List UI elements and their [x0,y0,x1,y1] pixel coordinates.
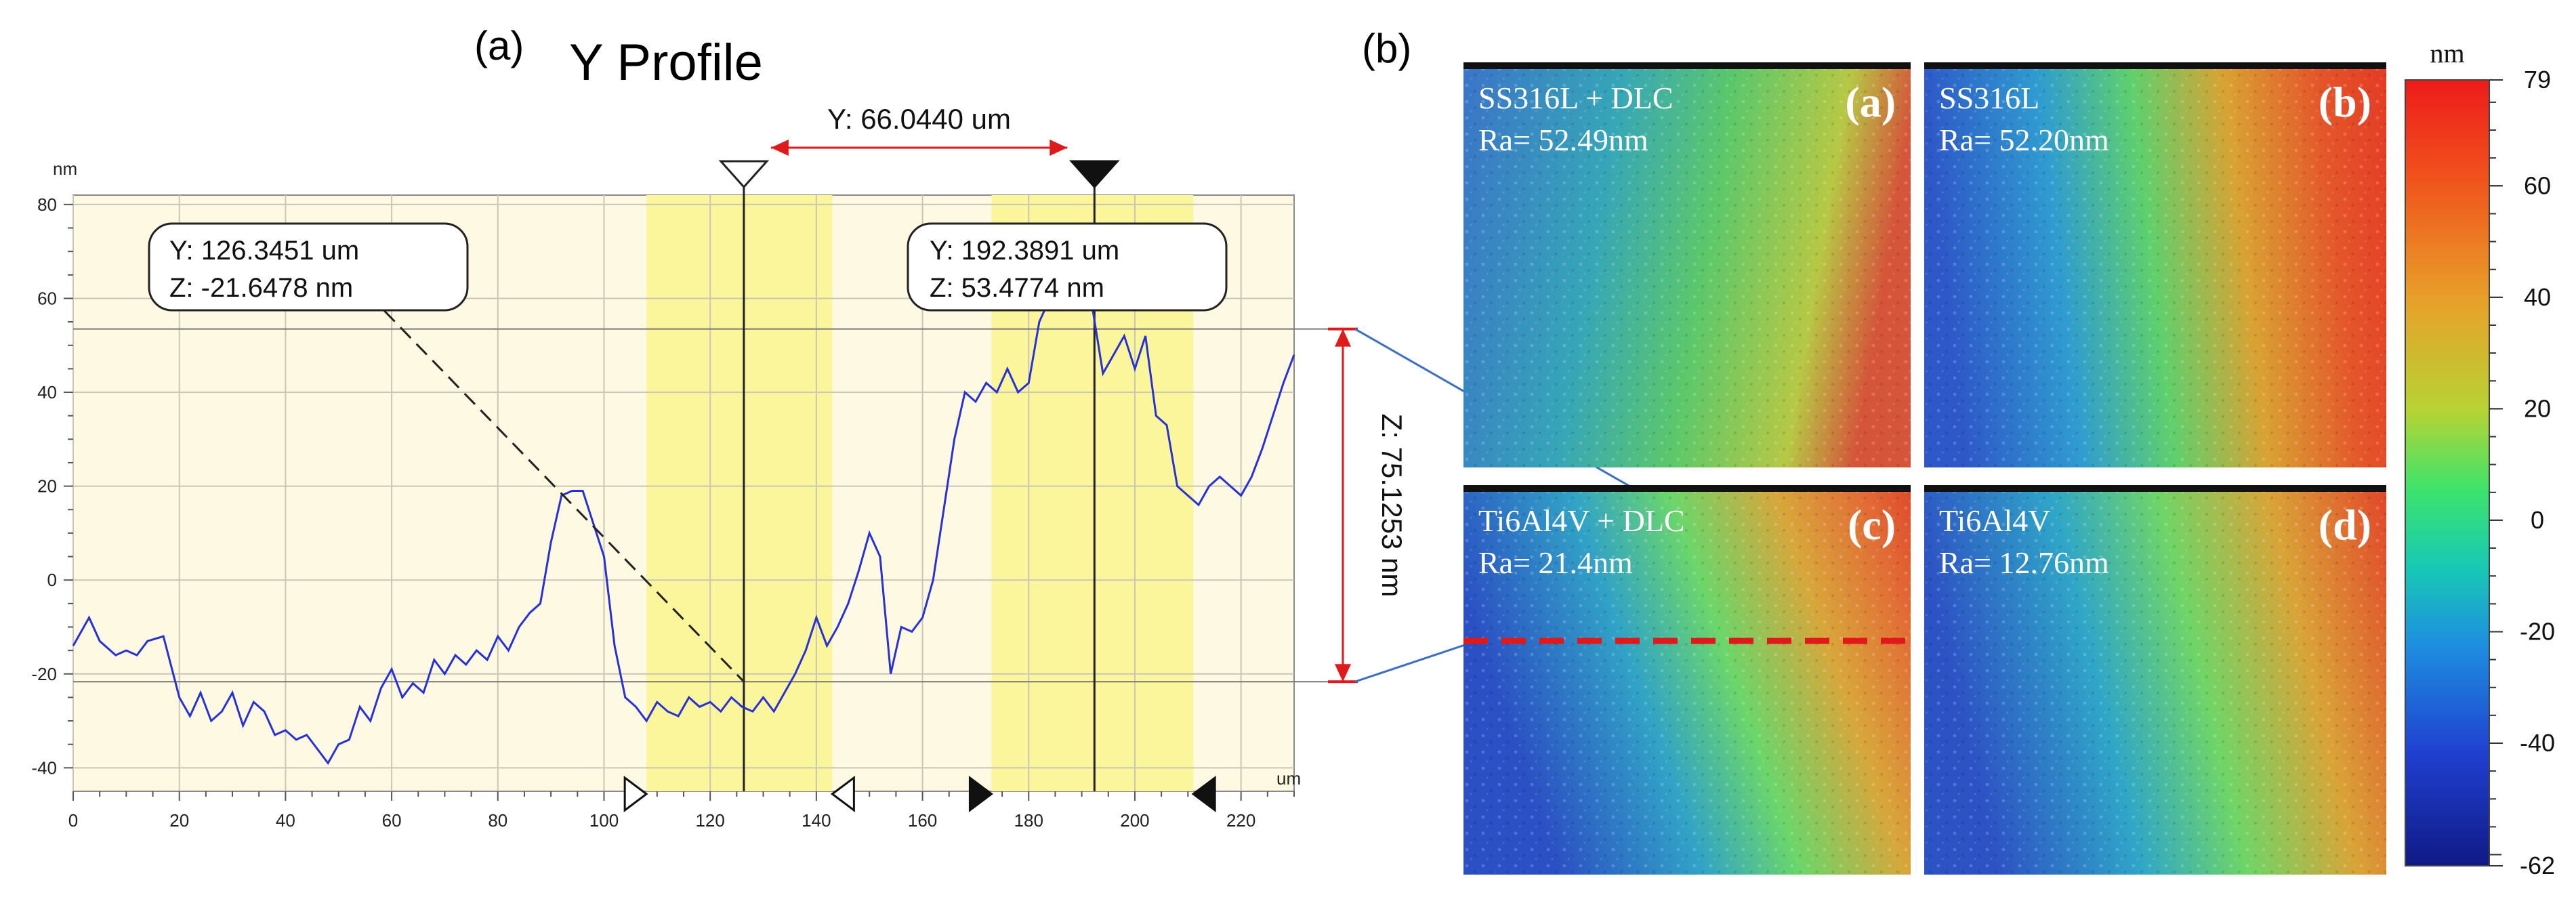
chart-title: Y Profile [569,34,763,91]
delta-y-arrowhead-right [1050,140,1068,156]
profile-line [72,287,1295,766]
y-tick-label: 20 [37,476,57,497]
x-tick-label: 80 [488,810,507,831]
cursor2-callout [907,222,1228,312]
cursor2-marker [1068,160,1120,189]
panel-b-label: (b) [1362,26,1411,71]
sample-name-label: SS316L + DLC [1478,81,1674,115]
height-map-texture [1924,62,2386,467]
height-map-tile-3: Ti6Al4V + DLC Ra= 21.4nm (c) [1463,485,1911,875]
sample-name-label: Ti6Al4V [1939,503,2050,538]
colorbar-tick-label: -20 [2520,617,2555,645]
height-map-top-edge [1924,62,2386,69]
x-tick-label: 60 [382,810,402,831]
height-map-tile-2: SS316L Ra= 52.20nm (b) [1924,62,2386,467]
delta-y-arrowhead-left [770,140,789,156]
x-tick-label: 160 [908,810,937,831]
highlight-band-1 [646,195,833,791]
x-tick-label: 20 [169,810,189,831]
colorbar: nm 79 60 40 20 0 -20 -40 -62 [2405,38,2555,879]
tile-letter-label: (c) [1848,501,1896,549]
height-map-top-edge [1924,485,2386,492]
height-map-top-edge [1463,485,1911,492]
profile-chart: 0 20 40 60 80 100 120 140 160 180 200 220 -40 -20 0 20 4… [31,103,1911,831]
colorbar-tick-label: 40 [2524,283,2551,311]
y-tick-label: -40 [31,757,57,778]
x-tick-label: 200 [1120,810,1149,831]
delta-z-label: Z: 75.1253 nm [1376,413,1408,597]
cursor2-y-text: Y: 192.3891 um [930,236,1119,266]
height-map-tile-1: SS316L + DLC Ra= 52.49nm (a) [1463,62,1911,467]
roughness-label: Ra= 21.4nm [1478,545,1633,580]
sample-name-label: Ti6Al4V + DLC [1478,503,1685,538]
cursor1-marker [718,160,770,189]
height-map-texture [1924,485,2386,875]
colorbar-tick-label: 60 [2524,171,2551,199]
y-unit-label: nm [53,159,77,179]
colorbar-unit: nm [2430,38,2464,68]
y-tick-label: -20 [31,664,57,684]
tile-letter-label: (a) [1845,78,1896,126]
cursor1-callout [148,222,469,312]
x-tick-label: 180 [1014,810,1043,831]
cursor1-connector [351,276,745,683]
x-tick-label: 220 [1226,810,1255,831]
cursor1-y-text: Y: 126.3451 um [169,236,359,266]
y-tick-label: 40 [37,382,57,402]
x-tick-label: 120 [695,810,724,831]
panel-a-label: (a) [474,23,524,68]
height-map-texture [1463,485,1911,875]
colorbar-tick-label: 20 [2524,394,2551,422]
leader-line-bottom [1354,640,1478,683]
band-marker-2 [830,776,855,812]
band-marker-4 [1191,776,1216,812]
y-tick-label: 60 [37,288,57,308]
x-tick-label: 140 [802,810,831,831]
height-map-texture [1463,62,1911,467]
colorbar-tick-label: 79 [2524,66,2551,93]
tile-letter-label: (d) [2319,501,2371,549]
cursor2-z-text: Z: 53.4774 nm [930,273,1104,303]
colorbar-tick-label: -40 [2520,729,2555,757]
x-tick-label: 100 [589,810,619,831]
colorbar-tick-label: -62 [2520,852,2555,879]
height-map-grid: SS316L + DLC Ra= 52.49nm (a) SS316L Ra= 52.2… [1463,62,2386,875]
cursor1-z-text: Z: -21.6478 nm [169,273,353,303]
colorbar-tick-label: 0 [2531,506,2544,534]
delta-z-arrowhead-top [1335,329,1351,347]
colorbar-gradient [2405,79,2490,866]
band-marker-3 [968,776,993,812]
sample-name-label: SS316L [1939,81,2039,115]
delta-z-arrowhead-bottom [1335,664,1351,682]
y-tick-label: 0 [47,570,57,590]
tile-letter-label: (b) [2319,78,2371,126]
roughness-label: Ra= 52.49nm [1478,123,1648,157]
y-tick-label: 80 [37,194,57,215]
height-map-tile-4: Ti6Al4V Ra= 12.76nm (d) [1924,485,2386,875]
x-tick-label: 40 [276,810,295,831]
roughness-label: Ra= 52.20nm [1939,123,2109,157]
delta-y-label: Y: 66.0440 um [827,103,1011,135]
height-map-top-edge [1463,62,1911,69]
band-marker-1 [623,776,648,812]
x-tick-label: 0 [68,810,78,831]
roughness-label: Ra= 12.76nm [1939,545,2109,580]
x-unit-label: um [1276,768,1301,789]
